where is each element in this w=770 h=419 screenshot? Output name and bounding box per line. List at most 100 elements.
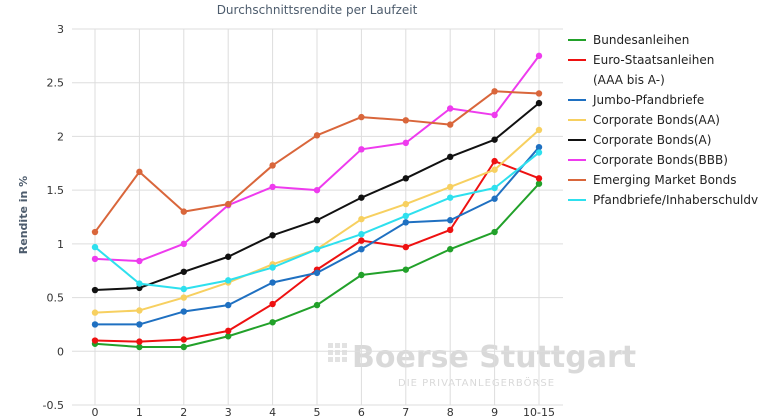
data-point[interactable] [358,271,365,279]
data-point[interactable] [269,279,276,286]
data-point[interactable] [313,217,321,224]
data-point[interactable] [535,52,543,60]
data-point[interactable] [447,194,454,201]
data-point[interactable] [491,111,498,119]
data-point[interactable] [535,143,543,151]
data-point[interactable] [269,300,276,308]
data-point[interactable] [402,200,409,208]
data-point[interactable] [180,268,187,275]
data-point[interactable] [180,308,187,315]
data-point[interactable] [358,113,365,121]
data-point[interactable] [402,212,409,220]
data-point[interactable] [225,200,232,208]
data-point[interactable] [136,280,143,287]
data-point[interactable] [447,153,454,161]
x-tick-label: 2 [180,406,187,419]
data-point[interactable] [269,183,276,191]
data-point[interactable] [447,183,454,191]
legend-item[interactable]: Euro-Staatsanleihen (AAA bis A-) [568,53,714,87]
data-point[interactable] [91,337,99,344]
legend-label: Corporate Bonds(BBB) [593,153,728,167]
data-point[interactable] [358,246,365,253]
data-point[interactable] [358,215,365,223]
data-point[interactable] [225,333,232,340]
y-tick-label: 3 [57,23,64,36]
series-4 [91,99,543,294]
data-point[interactable] [313,132,321,139]
data-point[interactable] [402,175,409,182]
x-axis-ticks: 0 1 2 3 4 5 6 7 8 9 10-15 [92,406,555,419]
legend-item[interactable]: Corporate Bonds(AA) [568,113,720,127]
data-point[interactable] [91,321,99,328]
data-point[interactable] [535,90,543,97]
data-point[interactable] [535,99,543,107]
data-point[interactable] [535,175,543,182]
data-point[interactable] [91,309,99,316]
data-point[interactable] [491,195,498,202]
data-point[interactable] [180,240,187,248]
legend-label: (AAA bis A-) [593,73,665,87]
data-point[interactable] [136,338,143,345]
data-point[interactable] [358,194,365,201]
data-point[interactable] [491,184,498,192]
data-point[interactable] [535,180,543,187]
data-point[interactable] [225,327,232,335]
data-point[interactable] [180,336,187,343]
data-point[interactable] [91,243,99,251]
data-point[interactable] [269,319,276,326]
legend-item[interactable]: Corporate Bonds(BBB) [568,153,728,167]
data-point[interactable] [447,105,454,112]
data-point[interactable] [269,232,276,239]
data-point[interactable] [225,253,232,260]
data-point[interactable] [269,162,276,169]
x-tick-label: 8 [447,406,454,419]
data-point[interactable] [136,321,143,328]
data-point[interactable] [91,255,99,263]
legend-item[interactable]: Corporate Bonds(A) [568,133,711,147]
data-point[interactable] [535,149,543,156]
data-point[interactable] [225,277,232,284]
data-point[interactable] [447,121,454,128]
data-point[interactable] [358,230,365,238]
data-point[interactable] [91,228,99,236]
data-point[interactable] [535,126,543,134]
data-point[interactable] [402,243,409,251]
data-point[interactable] [180,294,187,301]
data-point[interactable] [225,301,232,309]
legend-item[interactable]: Jumbo-Pfandbriefe [568,93,704,107]
x-tick-label: 3 [225,406,232,419]
data-point[interactable] [358,237,365,244]
data-point[interactable] [180,208,187,215]
data-point[interactable] [402,117,409,124]
data-point[interactable] [358,146,365,153]
data-point[interactable] [402,266,409,273]
legend-item[interactable]: Pfandbriefe/Inhaberschuldv [568,193,758,207]
data-point[interactable] [91,286,99,294]
data-point[interactable] [313,246,321,253]
series-layer [91,52,543,351]
legend-item[interactable]: Emerging Market Bonds [568,173,736,187]
data-point[interactable] [402,139,409,147]
y-tick-label: 1.5 [47,184,65,197]
data-point[interactable] [447,226,454,234]
data-point[interactable] [136,307,143,314]
data-point[interactable] [491,166,498,173]
data-point[interactable] [313,269,321,277]
legend-item[interactable]: Bundesanleihen [568,33,689,47]
data-point[interactable] [136,168,143,176]
data-point[interactable] [491,228,498,236]
data-point[interactable] [136,343,143,351]
data-point[interactable] [180,285,187,293]
data-point[interactable] [269,264,276,271]
data-point[interactable] [447,217,454,224]
data-point[interactable] [313,301,321,309]
data-point[interactable] [491,136,498,143]
data-point[interactable] [447,246,454,253]
data-point[interactable] [313,186,321,194]
data-point[interactable] [136,257,143,265]
data-point[interactable] [180,343,187,351]
data-point[interactable] [491,157,498,165]
series-6 [91,88,543,236]
data-point[interactable] [491,88,498,95]
data-point[interactable] [402,219,409,226]
